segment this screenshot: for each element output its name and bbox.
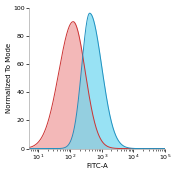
Y-axis label: Normalized To Mode: Normalized To Mode	[5, 43, 12, 113]
X-axis label: FITC-A: FITC-A	[86, 163, 108, 169]
